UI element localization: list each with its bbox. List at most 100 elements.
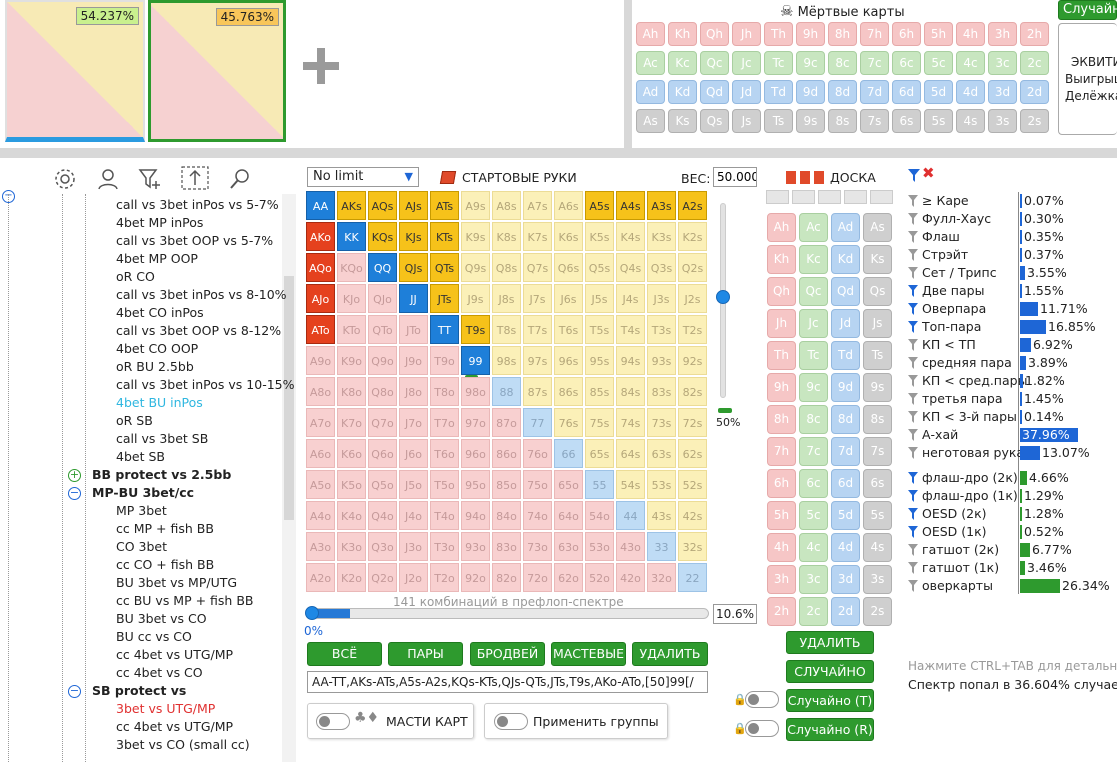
filter-icon[interactable] [908, 285, 918, 297]
dead-card[interactable]: 3h [988, 22, 1017, 46]
dead-card[interactable]: Kc [668, 51, 697, 75]
hand-cell[interactable]: JTs [430, 284, 459, 313]
dead-card[interactable]: Qh [700, 22, 729, 46]
stat-row[interactable]: Фулл-Хаус 0.30% [908, 210, 1117, 228]
dead-card[interactable]: 9c [796, 51, 825, 75]
hand-cell[interactable]: 92s [678, 346, 707, 375]
filter-icon[interactable] [908, 580, 918, 592]
hand-cell[interactable]: A4o [306, 501, 335, 530]
board-card[interactable]: Qd [831, 277, 860, 306]
delete-button[interactable]: УДАЛИТЬ [632, 642, 708, 666]
board-card[interactable]: 4d [831, 533, 860, 562]
hand-cell[interactable]: KQo [337, 253, 366, 282]
tree-item[interactable]: call vs 3bet OOP vs 8-12% [116, 323, 282, 338]
filter-icon[interactable] [908, 393, 918, 405]
filter-icon[interactable] [907, 168, 921, 184]
hand-cell[interactable]: KK [337, 222, 366, 251]
dead-card[interactable]: 6c [892, 51, 921, 75]
hand-cell[interactable]: 85s [585, 377, 614, 406]
hand-cell[interactable]: 76o [523, 439, 552, 468]
suits-toggle[interactable] [316, 713, 350, 730]
board-card[interactable]: Ad [831, 213, 860, 242]
dead-card[interactable]: 5c [924, 51, 953, 75]
board-card[interactable]: 3d [831, 565, 860, 594]
random-button[interactable]: Случайно [1058, 0, 1117, 20]
user-icon[interactable] [96, 167, 120, 191]
hand-cell[interactable]: Q9s [461, 253, 490, 282]
stat-row[interactable]: Две пары 1.55% [908, 282, 1117, 300]
dead-card[interactable]: 6s [892, 109, 921, 133]
tree-item[interactable]: 4bet BU inPos [116, 395, 203, 410]
hand-cell[interactable]: A7o [306, 408, 335, 437]
hand-cell[interactable]: 75o [523, 470, 552, 499]
hand-cell[interactable]: AKo [306, 222, 335, 251]
board-card[interactable]: Qc [799, 277, 828, 306]
random-t-toggle[interactable] [745, 691, 779, 708]
hand-cell[interactable]: K7o [337, 408, 366, 437]
stat-row[interactable]: OESD (2к) 1.28% [908, 505, 1117, 523]
hand-cell[interactable]: J7o [399, 408, 428, 437]
dead-card[interactable]: Tc [764, 51, 793, 75]
hand-cell[interactable]: K5o [337, 470, 366, 499]
hand-cell[interactable]: T5o [430, 470, 459, 499]
tree-item[interactable]: call vs 3bet inPos vs 5-7% [116, 197, 279, 212]
tree-item[interactable]: CO 3bet [116, 539, 168, 554]
hand-cell[interactable]: 87o [492, 408, 521, 437]
tree-item[interactable]: 3bet vs UTG/MP [116, 701, 216, 716]
hand-cell[interactable]: 42o [616, 563, 645, 592]
hand-cell[interactable]: Q6o [368, 439, 397, 468]
hand-cell[interactable]: AA [306, 191, 335, 220]
hand-cell[interactable]: T8s [492, 315, 521, 344]
hand-cell[interactable]: 66 [554, 439, 583, 468]
hand-cell[interactable]: K4o [337, 501, 366, 530]
hand-cell[interactable]: 93o [461, 532, 490, 561]
hand-cell[interactable]: 54s [616, 470, 645, 499]
stat-row[interactable]: КП < сред.пары 1.82% [908, 372, 1117, 390]
hand-cell[interactable]: Q3o [368, 532, 397, 561]
hand-cell[interactable]: KQs [368, 222, 397, 251]
board-card[interactable]: Kh [767, 245, 796, 274]
hand-cell[interactable]: K8o [337, 377, 366, 406]
dead-card[interactable]: Td [764, 80, 793, 104]
hand-cell[interactable]: JTo [399, 315, 428, 344]
stat-row[interactable]: OESD (1к) 0.52% [908, 523, 1117, 541]
dead-card[interactable]: Ah [636, 22, 665, 46]
broadway-button[interactable]: БРОДВЕЙ [470, 642, 545, 666]
filter-icon[interactable] [908, 267, 918, 279]
weight-input[interactable] [713, 167, 757, 187]
range-text-field[interactable]: AA-TT,AKs-ATs,A5s-A2s,KQs-KTs,QJs-QTs,JT… [307, 671, 708, 693]
tree-item[interactable]: 4bet MP inPos [116, 215, 204, 230]
hand-cell[interactable]: A6s [554, 191, 583, 220]
hand-cell[interactable]: 97o [461, 408, 490, 437]
hand-cell[interactable]: A6o [306, 439, 335, 468]
hand-cell[interactable]: 96s [554, 346, 583, 375]
filter-icon[interactable] [908, 429, 918, 441]
hand-cell[interactable]: QJs [399, 253, 428, 282]
hand-cell[interactable]: QTo [368, 315, 397, 344]
tree-scroll-thumb[interactable] [284, 276, 294, 520]
hand-cell[interactable]: Q8s [492, 253, 521, 282]
dead-card[interactable]: 9s [796, 109, 825, 133]
board-card[interactable]: 2h [767, 597, 796, 626]
tree-item[interactable]: 3bet vs CO (small cc) [116, 737, 250, 752]
board-card[interactable]: 8c [799, 405, 828, 434]
hand-cell[interactable]: 32o [647, 563, 676, 592]
hand-cell[interactable]: 73s [647, 408, 676, 437]
hand-cell[interactable]: K8s [492, 222, 521, 251]
dead-card[interactable]: Ks [668, 109, 697, 133]
dead-card[interactable]: 4c [956, 51, 985, 75]
hand-cell[interactable]: K4s [616, 222, 645, 251]
hand-cell[interactable]: T7s [523, 315, 552, 344]
board-card[interactable]: Th [767, 341, 796, 370]
tree-item[interactable]: call vs 3bet inPos vs 10-15% [116, 377, 295, 392]
board-card[interactable]: 6s [863, 469, 892, 498]
board-slot[interactable] [766, 190, 789, 204]
hand-cell[interactable]: J4s [616, 284, 645, 313]
tree-item[interactable]: call vs 3bet SB [116, 431, 209, 446]
board-slot[interactable] [792, 190, 815, 204]
dead-card[interactable]: Jc [732, 51, 761, 75]
board-card[interactable]: Ah [767, 213, 796, 242]
hand-cell[interactable]: 97s [523, 346, 552, 375]
hand-cell[interactable]: ATo [306, 315, 335, 344]
filter-icon[interactable] [908, 231, 918, 243]
